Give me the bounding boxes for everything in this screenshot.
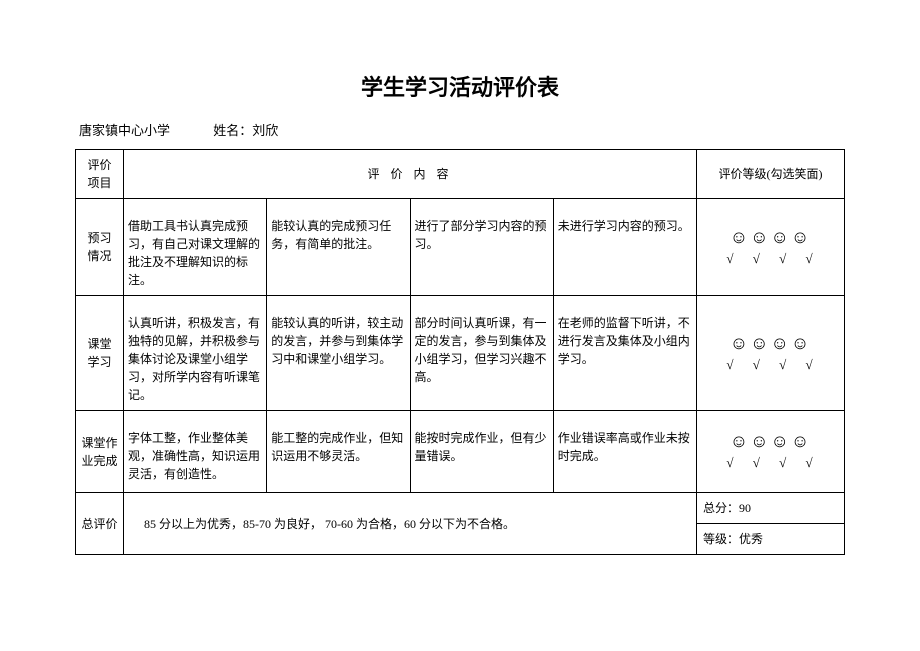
row-c1: 借助工具书认真完成预习，有自己对课文理解的批注及不理解知识的标注。 (124, 199, 267, 296)
header-rating: 评价等级(勾选笑面) (697, 150, 845, 199)
row-c4: 作业错误率高或作业未按时完成。 (553, 411, 696, 493)
row-item: 预习情况 (76, 199, 124, 296)
student-name: 刘欣 (252, 120, 278, 139)
row-item: 课堂作业完成 (76, 411, 124, 493)
check-marks: √ √ √ √ (701, 355, 840, 375)
row-item: 课堂学习 (76, 296, 124, 411)
row-c4: 在老师的监督下听讲，不进行发言及集体及小组内学习。 (553, 296, 696, 411)
smiley-icon: ☺☺☺☺ (701, 430, 840, 453)
subheader: 唐家镇中心小学 姓名：刘欣 (75, 120, 845, 139)
evaluation-table: 评价项目 评 价 内 容 评价等级(勾选笑面) 预习情况 借助工具书认真完成预习… (75, 149, 845, 555)
header-item: 评价项目 (76, 150, 124, 199)
table-header-row: 评价项目 评 价 内 容 评价等级(勾选笑面) (76, 150, 845, 199)
row-c3: 能按时完成作业，但有少量错误。 (410, 411, 553, 493)
total-grade: 等级：优秀 (697, 524, 845, 555)
smiley-icon: ☺☺☺☺ (701, 226, 840, 249)
table-row: 课堂学习 认真听讲，积极发言，有独特的见解，并积极参与集体讨论及课堂小组学习，对… (76, 296, 845, 411)
row-c2: 能较认真的完成预习任务，有简单的批注。 (267, 199, 410, 296)
row-rating: ☺☺☺☺ √ √ √ √ (697, 296, 845, 411)
row-rating: ☺☺☺☺ √ √ √ √ (697, 411, 845, 493)
row-c1: 字体工整，作业整体美观，准确性高，知识运用灵活，有创造性。 (124, 411, 267, 493)
total-score: 总分：90 (697, 493, 845, 524)
row-rating: ☺☺☺☺ √ √ √ √ (697, 199, 845, 296)
total-label: 总评价 (76, 493, 124, 555)
name-label: 姓名： (213, 120, 252, 139)
row-c4: 未进行学习内容的预习。 (553, 199, 696, 296)
check-marks: √ √ √ √ (701, 249, 840, 269)
row-c2: 能工整的完成作业，但知识运用不够灵活。 (267, 411, 410, 493)
check-marks: √ √ √ √ (701, 453, 840, 473)
row-c3: 部分时间认真听课，有一定的发言，参与到集体及小组学习，但学习兴趣不高。 (410, 296, 553, 411)
header-content: 评 价 内 容 (124, 150, 697, 199)
row-c2: 能较认真的听讲，较主动的发言，并参与到集体学习中和课堂小组学习。 (267, 296, 410, 411)
table-row: 预习情况 借助工具书认真完成预习，有自己对课文理解的批注及不理解知识的标注。 能… (76, 199, 845, 296)
page-title: 学生学习活动评价表 (75, 70, 845, 102)
school-name: 唐家镇中心小学 (79, 120, 170, 139)
total-row-1: 总评价 85 分以上为优秀，85-70 为良好， 70-60 为合格，60 分以… (76, 493, 845, 524)
table-row: 课堂作业完成 字体工整，作业整体美观，准确性高，知识运用灵活，有创造性。 能工整… (76, 411, 845, 493)
row-c3: 进行了部分学习内容的预习。 (410, 199, 553, 296)
row-c1: 认真听讲，积极发言，有独特的见解，并积极参与集体讨论及课堂小组学习，对所学内容有… (124, 296, 267, 411)
grading-criteria: 85 分以上为优秀，85-70 为良好， 70-60 为合格，60 分以下为不合… (124, 493, 697, 555)
smiley-icon: ☺☺☺☺ (701, 332, 840, 355)
